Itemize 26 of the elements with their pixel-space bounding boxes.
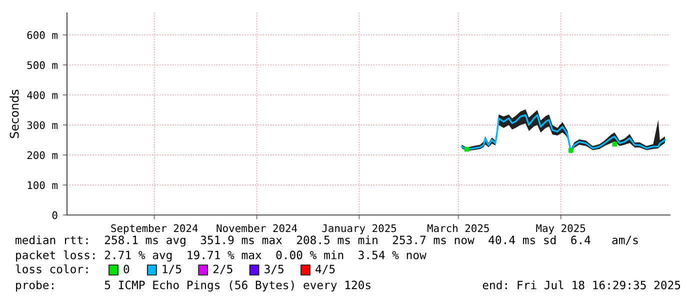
x-tick-label: September 2024 xyxy=(111,224,198,234)
y-axis-title: Seconds xyxy=(10,90,19,138)
legend-title: loss color: xyxy=(16,264,88,274)
text: probe: 5 ICMP Echo Pings (56 Bytes) every 120s xyxy=(16,280,370,292)
text: end: Fri Jul 18 16:29:35 2025 xyxy=(482,280,680,290)
text: median rtt: 258.1 ms avg 351.9 ms max 208.5 ms min 253.7 ms now 40.4 ms sd 6.4 am/s xyxy=(16,235,638,247)
y-tick-label: 400 m xyxy=(27,91,58,100)
legend-label: 2/5 xyxy=(213,264,232,274)
legend-label: 4/5 xyxy=(316,264,335,274)
x-tick-label: March 2025 xyxy=(427,224,489,232)
legend-label: 3/5 xyxy=(264,264,284,274)
point xyxy=(612,142,617,147)
x-tick-label: January 2025 xyxy=(322,224,396,234)
point xyxy=(568,148,574,153)
y-tick-label: 100 m xyxy=(28,181,58,190)
x-tick-label: May 2025 xyxy=(536,224,586,234)
y-tick-label: 200 m xyxy=(27,151,58,160)
y-tick-label: 600 m xyxy=(27,31,58,40)
y-tick-label: 500 m xyxy=(27,61,58,70)
x-tick-label: November 2024 xyxy=(216,224,298,232)
y-tick-label: 0 xyxy=(52,211,58,220)
point xyxy=(464,146,470,152)
y-tick-label: 300 m xyxy=(27,121,58,130)
legend-label: 0 xyxy=(124,264,130,274)
text: packet loss: 2.71 % avg 19.71 % max 0.00 % min 3.54 % now xyxy=(16,250,426,262)
legend-label: 1/5 xyxy=(162,264,182,274)
